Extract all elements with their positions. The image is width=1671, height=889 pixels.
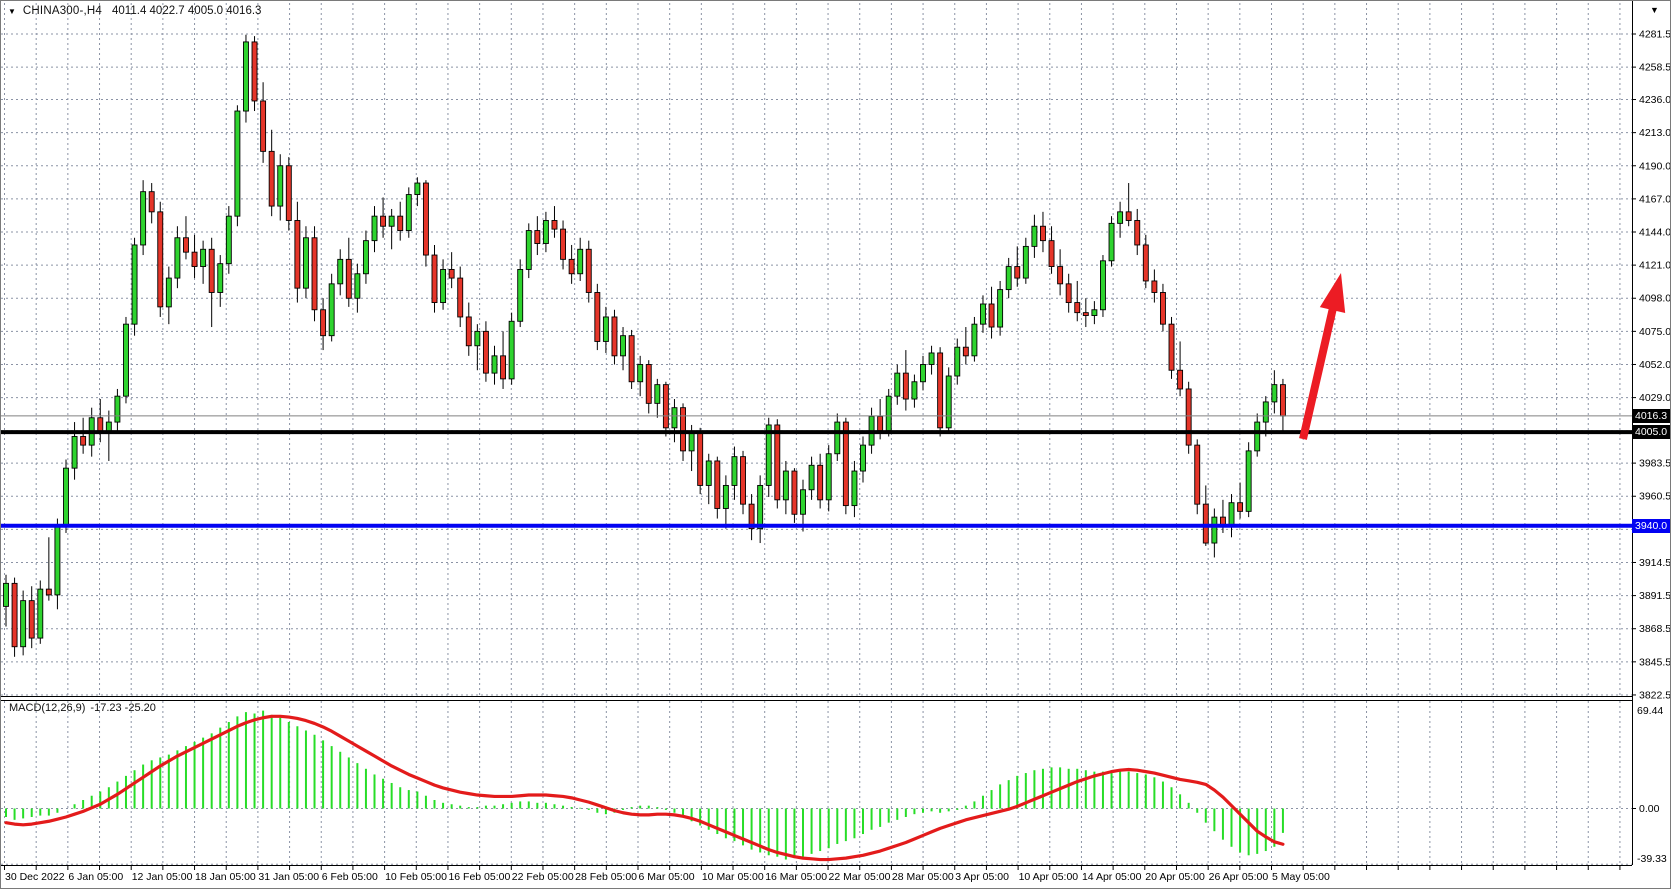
candles-layer <box>3 34 1286 657</box>
svg-text:6 Mar 05:00: 6 Mar 05:00 <box>639 871 695 883</box>
svg-text:4213.0: 4213.0 <box>1639 127 1671 139</box>
svg-text:20 Apr 05:00: 20 Apr 05:00 <box>1145 871 1205 883</box>
current-price-tag: 4016.3 <box>1632 409 1670 423</box>
svg-text:0.00: 0.00 <box>1639 803 1660 815</box>
macd-layer <box>4 710 1285 862</box>
svg-text:16 Mar 05:00: 16 Mar 05:00 <box>765 871 827 883</box>
svg-text:3868.5: 3868.5 <box>1639 623 1671 635</box>
svg-text:4258.5: 4258.5 <box>1639 62 1671 74</box>
svg-text:3983.5: 3983.5 <box>1639 458 1671 470</box>
svg-text:10 Feb 05:00: 10 Feb 05:00 <box>385 871 447 883</box>
svg-text:4281.5: 4281.5 <box>1639 29 1671 41</box>
trend-arrow-annotation <box>1299 273 1346 440</box>
svg-text:10 Mar 05:00: 10 Mar 05:00 <box>702 871 764 883</box>
black-level-price-tag: 4005.0 <box>1632 425 1670 439</box>
symbol-period-label: CHINA300-,H4 <box>22 5 103 17</box>
level-lines-layer <box>1 415 1632 528</box>
svg-text:69.44: 69.44 <box>1637 705 1663 717</box>
svg-text:5 May 05:00: 5 May 05:00 <box>1272 871 1330 883</box>
svg-text:4029.0: 4029.0 <box>1639 392 1671 404</box>
svg-text:12 Jan 05:00: 12 Jan 05:00 <box>132 871 193 883</box>
svg-text:3 Apr 05:00: 3 Apr 05:00 <box>955 871 1009 883</box>
indicator-label: MACD(12,26,9) -17.23 -25.20 <box>9 702 156 714</box>
frame-layer <box>1 1 1633 866</box>
svg-text:28 Feb 05:00: 28 Feb 05:00 <box>575 871 637 883</box>
svg-text:3845.5: 3845.5 <box>1639 656 1671 668</box>
svg-text:-39.33: -39.33 <box>1637 853 1667 865</box>
ohlc-values: 4011.4 4022.7 4005.0 4016.3 <box>112 5 262 17</box>
svg-text:10 Apr 05:00: 10 Apr 05:00 <box>1019 871 1079 883</box>
svg-text:28 Mar 05:00: 28 Mar 05:00 <box>892 871 954 883</box>
svg-text:6 Feb 05:00: 6 Feb 05:00 <box>322 871 378 883</box>
svg-text:16 Feb 05:00: 16 Feb 05:00 <box>448 871 510 883</box>
svg-text:22 Feb 05:00: 22 Feb 05:00 <box>512 871 574 883</box>
svg-text:22 Mar 05:00: 22 Mar 05:00 <box>829 871 891 883</box>
svg-text:18 Jan 05:00: 18 Jan 05:00 <box>195 871 256 883</box>
svg-text:6 Jan 05:00: 6 Jan 05:00 <box>68 871 123 883</box>
time-axis-labels: 30 Dec 2022 6 Jan 05:00 12 Jan 05:00 18 Jan… <box>4 866 1621 883</box>
svg-text:14 Apr 05:00: 14 Apr 05:00 <box>1082 871 1142 883</box>
blue-level-price-tag: 3940.0 <box>1632 519 1670 533</box>
svg-text:4190.0: 4190.0 <box>1639 160 1671 172</box>
price-axis-labels: 4281.5 4258.5 4236.0 4213.0 4190.0 4167.0 4144… <box>1632 29 1671 865</box>
svg-text:30 Dec 2022: 30 Dec 2022 <box>5 871 65 883</box>
indicator-name: MACD(12,26,9) <box>9 702 86 714</box>
svg-text:3822.5: 3822.5 <box>1639 689 1671 701</box>
indicator-values: -17.23 -25.20 <box>90 702 156 714</box>
autoscroll-marker-icon[interactable]: ▼ <box>1650 5 1659 15</box>
svg-text:4098.0: 4098.0 <box>1639 293 1671 305</box>
svg-text:26 Apr 05:00: 26 Apr 05:00 <box>1209 871 1269 883</box>
svg-text:3914.5: 3914.5 <box>1639 557 1671 569</box>
svg-text:4167.0: 4167.0 <box>1639 193 1671 205</box>
chart-title: ▼ CHINA300-,H4 4011.4 4022.7 4005.0 4016… <box>8 5 261 17</box>
one-click-trading-toggle-icon[interactable]: ▼ <box>8 6 16 16</box>
svg-text:4075.0: 4075.0 <box>1639 326 1671 338</box>
svg-text:4121.0: 4121.0 <box>1639 260 1671 272</box>
svg-text:3891.5: 3891.5 <box>1639 590 1671 602</box>
svg-text:31 Jan 05:00: 31 Jan 05:00 <box>258 871 319 883</box>
svg-text:3960.5: 3960.5 <box>1639 491 1671 503</box>
svg-text:4236.0: 4236.0 <box>1639 94 1671 106</box>
svg-text:4052.0: 4052.0 <box>1639 359 1671 371</box>
svg-text:4144.0: 4144.0 <box>1639 227 1671 239</box>
